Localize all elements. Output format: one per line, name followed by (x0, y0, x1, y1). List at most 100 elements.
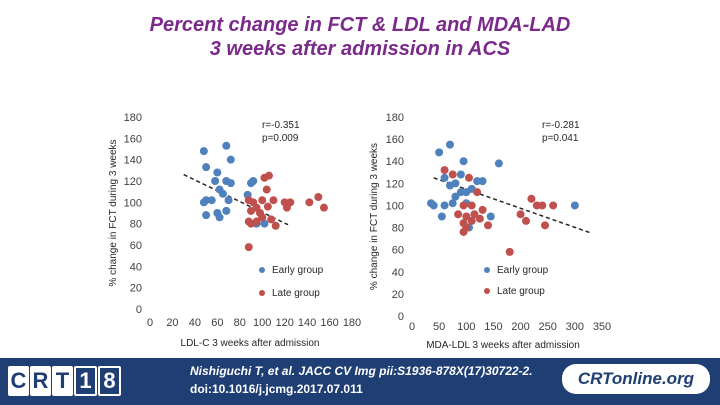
early-group-point (207, 196, 216, 205)
crt18-logo-digit: 8 (98, 366, 121, 396)
legend-late-marker (484, 288, 490, 294)
late-group-point (258, 213, 267, 222)
early-group-point (440, 173, 449, 182)
y-tick-label: 20 (130, 283, 142, 295)
late-group-point (267, 215, 276, 224)
early-group-point (494, 159, 503, 168)
late-group-point (244, 217, 253, 226)
legend-early-label: Early group (497, 265, 549, 276)
y-axis-label: % change in FCT during 3 weeks (108, 139, 119, 286)
early-group-point (456, 188, 465, 197)
citation-line-1: Nishiguchi T, et al. JACC CV Img pii:S19… (190, 364, 533, 378)
late-group-point (262, 185, 271, 194)
crt18-logo-digit: 1 (74, 366, 97, 396)
late-group-point (522, 216, 530, 225)
x-tick-label: 100 (253, 317, 271, 329)
late-group-point (440, 166, 449, 175)
late-group-point (459, 227, 468, 236)
late-group-point (258, 196, 267, 205)
late-group-point (467, 216, 476, 225)
y-tick-label: 120 (124, 176, 142, 188)
y-tick-label: 20 (392, 289, 404, 301)
citation: Nishiguchi T, et al. JACC CV Img pii:S19… (190, 362, 550, 398)
late-group-point (263, 202, 272, 211)
late-group-point (264, 171, 273, 180)
early-group-point (446, 140, 454, 149)
early-group-point (224, 196, 233, 205)
citation-line-2: doi:10.1016/j.jcmg.2017.07.011 (190, 382, 363, 396)
late-group-point (459, 201, 468, 210)
correlation-r: r=-0.351 (262, 120, 300, 131)
y-tick-label: 160 (386, 134, 404, 146)
early-group-point (222, 141, 231, 150)
chart-1: 0 20 40 60 80 100 120 140 160 180 0 20 40 60 80 100 120 1… (108, 112, 361, 349)
late-group-point (505, 247, 514, 256)
x-axis-label: LDL-C 3 weeks after admission (181, 338, 320, 349)
x-tick-label: 0 (147, 317, 153, 329)
late-group-point (541, 221, 549, 230)
x-tick-label: 150 (484, 321, 502, 333)
crtonline-logo: CRTonline.org (562, 364, 710, 394)
early-group-point (435, 148, 444, 157)
late-group-point (462, 212, 471, 221)
late-group-point (549, 201, 558, 210)
x-tick-label: 80 (234, 317, 246, 329)
x-tick-label: 200 (511, 321, 529, 333)
late-group-point (244, 243, 253, 252)
crt18-logo: C R T 1 8 (8, 364, 121, 398)
legend-late-label: Late group (272, 288, 320, 299)
legend-early-label: Early group (272, 265, 324, 276)
x-tick-label: 40 (189, 317, 201, 329)
correlation-p: p=0.009 (262, 133, 299, 144)
y-tick-label: 180 (386, 112, 404, 124)
x-tick-label: 20 (166, 317, 178, 329)
slide-title-line-1: Percent change in FCT & LDL and MDA-LAD (149, 14, 571, 36)
y-tick-label: 100 (124, 197, 142, 209)
early-group-point (260, 219, 269, 228)
early-group-point (570, 201, 579, 210)
late-group-point (470, 210, 479, 219)
early-group-point (429, 201, 438, 210)
early-group-point (456, 170, 465, 179)
legend-early-marker (259, 267, 265, 273)
early-group-point (437, 212, 446, 221)
legend-early-marker (484, 267, 490, 273)
early-group-point (211, 177, 220, 185)
y-tick-label: 0 (136, 304, 142, 316)
late-group-point (527, 194, 536, 203)
early-group-point (199, 147, 208, 156)
late-group-point (475, 214, 484, 223)
late-group-point (465, 173, 473, 182)
early-group-point (486, 212, 495, 221)
early-group-point (249, 177, 258, 185)
late-group-point (538, 201, 547, 210)
early-group-point (459, 157, 468, 166)
correlation-r: r=-0.281 (542, 120, 580, 131)
x-tick-label: 0 (409, 321, 415, 333)
late-group-point (269, 196, 278, 205)
x-tick-label: 350 (593, 321, 611, 333)
early-group-point (226, 179, 235, 188)
early-group-point (478, 177, 487, 186)
late-group-point (473, 188, 482, 197)
y-tick-label: 40 (392, 267, 404, 279)
x-tick-label: 300 (566, 321, 584, 333)
late-group-point (478, 205, 487, 214)
trendline (183, 173, 289, 226)
early-group-point (213, 168, 222, 177)
legend-late-label: Late group (497, 286, 545, 297)
x-axis-label: MDA-LDL 3 weeks after admission (426, 340, 580, 351)
y-tick-label: 140 (124, 155, 142, 167)
x-tick-label: 120 (275, 317, 293, 329)
early-group-point (448, 199, 457, 208)
early-group-point (222, 206, 231, 215)
crt18-logo-letter: C (8, 366, 29, 396)
early-group-point (226, 155, 235, 164)
y-tick-label: 160 (124, 133, 142, 145)
late-group-point (448, 170, 457, 179)
x-tick-label: 60 (211, 317, 223, 329)
crt18-logo-letter: T (52, 366, 73, 396)
slide-title-line-2: 3 weeks after admission in ACS (209, 38, 511, 60)
